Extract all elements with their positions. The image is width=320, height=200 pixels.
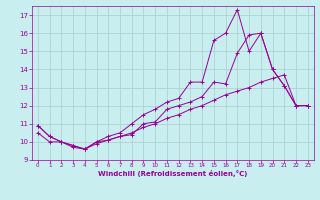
X-axis label: Windchill (Refroidissement éolien,°C): Windchill (Refroidissement éolien,°C) (98, 170, 247, 177)
